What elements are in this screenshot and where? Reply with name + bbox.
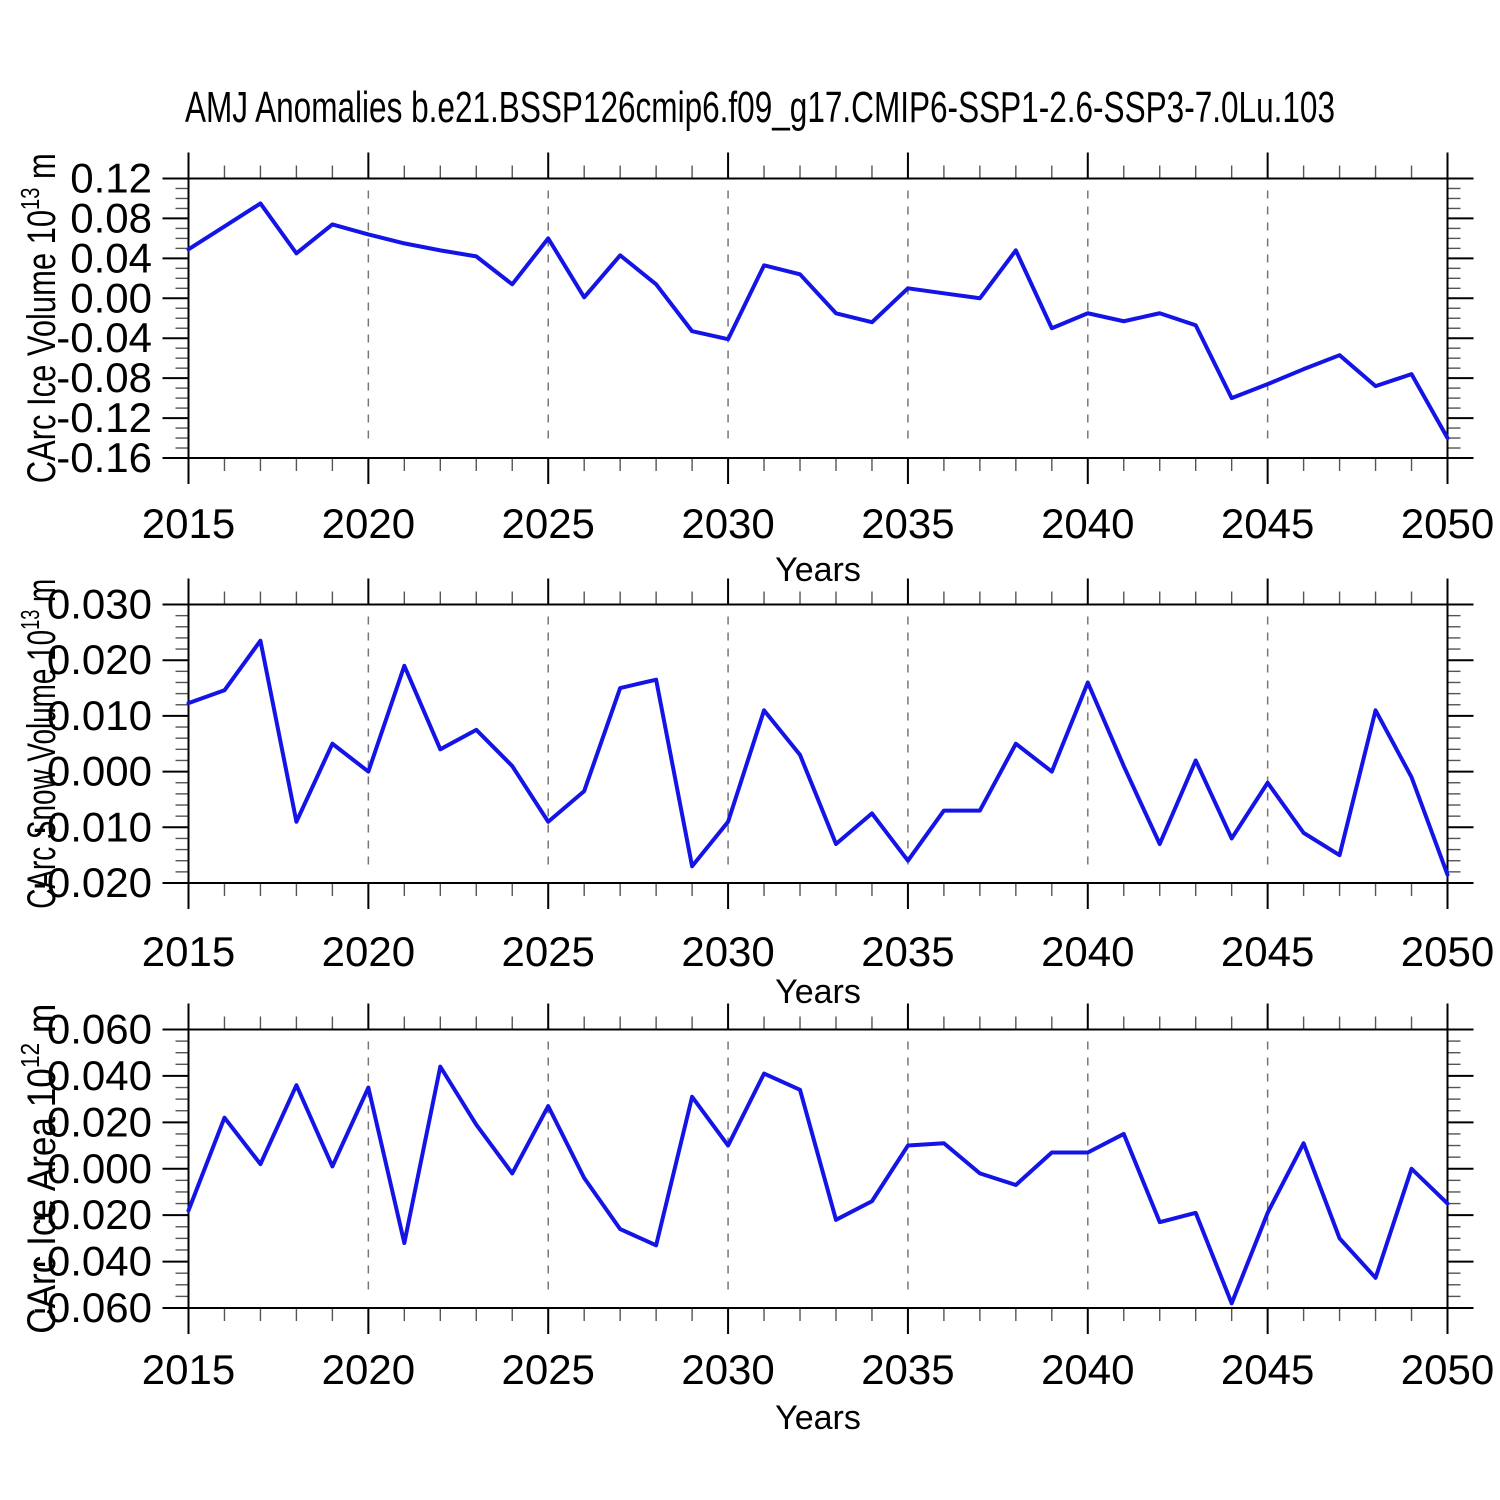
y-axis-title: CArc Ice Area 1012 m bbox=[15, 1004, 64, 1334]
x-tick-label: 2020 bbox=[322, 500, 415, 547]
x-axis-title: Years bbox=[775, 551, 861, 589]
y-tick-label: 0.020 bbox=[47, 1098, 152, 1145]
x-tick-label: 2035 bbox=[861, 928, 954, 975]
y-tick-label: 0.040 bbox=[47, 1052, 152, 1099]
y-axis-title: CArc Ice Volume 1013 m bbox=[15, 153, 64, 483]
x-axis-title: Years bbox=[775, 1399, 861, 1437]
x-tick-label: 2020 bbox=[322, 928, 415, 975]
y-tick-label: -0.020 bbox=[33, 859, 152, 906]
y-tick-label: 0.12 bbox=[70, 155, 152, 202]
ice-area-plot: 2015 2020 2025 2030 2035 2040 2045 20500.0600.0… bbox=[15, 1003, 1494, 1437]
x-tick-label: 2025 bbox=[501, 928, 594, 975]
y-tick-label: -0.04 bbox=[56, 314, 152, 361]
y-tick-label: -0.040 bbox=[33, 1238, 152, 1285]
x-tick-label: 2040 bbox=[1041, 928, 1134, 975]
y-tick-label: 0.010 bbox=[47, 692, 152, 739]
y-tick-label: -0.08 bbox=[56, 354, 152, 401]
y-tick-label: 0.020 bbox=[47, 636, 152, 683]
x-tick-label: 2015 bbox=[142, 500, 235, 547]
y-tick-label: 0.030 bbox=[47, 581, 152, 628]
y-tick-label: -0.060 bbox=[33, 1284, 152, 1331]
y-tick-label: 0.000 bbox=[47, 748, 152, 795]
x-tick-label: 2040 bbox=[1041, 1346, 1134, 1393]
snow-volume-series-line bbox=[186, 638, 1450, 877]
plot-frame bbox=[187, 603, 1449, 884]
y-tick-label: -0.020 bbox=[33, 1191, 152, 1238]
x-tick-label: 2045 bbox=[1221, 928, 1314, 975]
x-tick-label: 2030 bbox=[681, 1346, 774, 1393]
x-tick-label: 2050 bbox=[1401, 500, 1494, 547]
y-axis-title: CArc Snow Volume 1013 m bbox=[15, 579, 64, 909]
y-tick-label: -0.12 bbox=[56, 394, 152, 441]
x-tick-label: 2020 bbox=[322, 1346, 415, 1393]
x-tick-label: 2050 bbox=[1401, 928, 1494, 975]
ice-volume-series-line bbox=[186, 201, 1450, 441]
snow-volume-plot: 2015 2020 2025 2030 2035 2040 2045 2050 0.030 0.0… bbox=[15, 578, 1494, 1011]
x-tick-label: 2045 bbox=[1221, 500, 1314, 547]
figure-title: AMJ Anomalies b.e21.BSSP126cmip6.f09_g17… bbox=[185, 83, 1335, 132]
y-tick-label: 0.04 bbox=[70, 234, 152, 281]
x-tick-label: 2015 bbox=[142, 1346, 235, 1393]
x-axis-title: Years bbox=[775, 973, 861, 1011]
x-tick-label: 2035 bbox=[861, 500, 954, 547]
plot-frame bbox=[187, 177, 1449, 459]
x-tick-label: 2040 bbox=[1041, 500, 1134, 547]
x-tick-label: 2035 bbox=[861, 1346, 954, 1393]
ice-area-series-line bbox=[186, 1064, 1450, 1306]
x-tick-label: 2045 bbox=[1221, 1346, 1314, 1393]
x-tick-label: 2015 bbox=[142, 928, 235, 975]
x-tick-label: 2030 bbox=[681, 928, 774, 975]
y-tick-label: 0.000 bbox=[47, 1145, 152, 1192]
y-tick-label: -0.16 bbox=[56, 434, 152, 481]
x-tick-label: 2030 bbox=[681, 500, 774, 547]
y-tick-label: 0.08 bbox=[70, 194, 152, 241]
y-tick-label: -0.010 bbox=[33, 803, 152, 850]
y-tick-label: 0.00 bbox=[70, 274, 152, 321]
plot-frame bbox=[187, 1028, 1449, 1309]
ice-volume-plot: 2015 2020 2025 2030 2035 2040 2045 2050 0.120.08… bbox=[15, 152, 1494, 589]
x-tick-label: 2050 bbox=[1401, 1346, 1494, 1393]
y-tick-label: 0.060 bbox=[47, 1006, 152, 1053]
x-tick-label: 2025 bbox=[501, 1346, 594, 1393]
x-tick-label: 2025 bbox=[501, 500, 594, 547]
